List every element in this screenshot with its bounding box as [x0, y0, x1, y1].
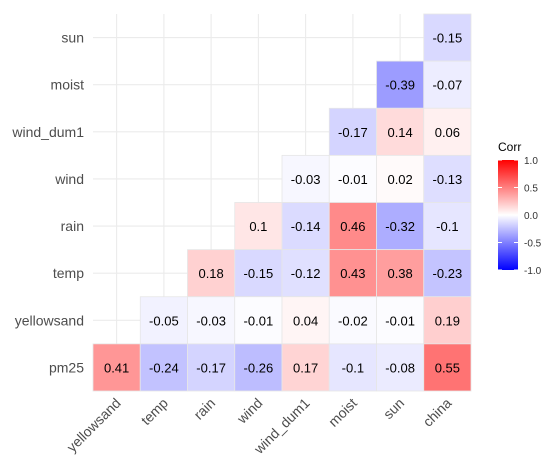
value-label-pm25-sun: -0.08 — [385, 360, 415, 375]
y-tick-pm25: pm25 — [49, 359, 84, 375]
value-label-pm25-moist: -0.1 — [342, 360, 364, 375]
tile-rain-china — [423, 202, 472, 251]
x-tick-temp: temp — [138, 395, 171, 428]
value-label-temp-wind_dum1: -0.12 — [291, 266, 321, 281]
legend-tick-label: -0.5 — [524, 239, 542, 250]
value-label-temp-wind: -0.15 — [244, 266, 274, 281]
value-label-moist-sun: -0.39 — [385, 78, 415, 93]
tile-temp-sun — [376, 249, 425, 298]
value-label-rain-wind_dum1: -0.14 — [291, 219, 321, 234]
tile-pm25-wind — [234, 343, 283, 392]
value-label-pm25-wind: -0.26 — [244, 360, 274, 375]
value-label-pm25-yellowsand: 0.41 — [104, 360, 129, 375]
legend: Corr 1.0 0.5 0.0 -0.5 -1.0 — [498, 140, 542, 277]
tile-rain-wind_dum1 — [281, 202, 330, 251]
tile-temp-rain — [187, 249, 236, 298]
value-label-pm25-temp: -0.24 — [149, 360, 179, 375]
value-label-sun-china: -0.15 — [433, 31, 463, 46]
x-tick-yellowsand: yellowsand — [63, 395, 123, 455]
legend-colorbar — [498, 160, 518, 270]
x-tick-moist: moist — [325, 395, 360, 430]
value-label-yellowsand-sun: -0.01 — [385, 313, 415, 328]
value-label-wind_dum1-moist: -0.17 — [338, 125, 368, 140]
value-label-wind-china: -0.13 — [433, 172, 463, 187]
tile-yellowsand-moist — [328, 296, 377, 345]
value-label-wind_dum1-china: 0.06 — [435, 125, 460, 140]
tile-pm25-moist — [328, 343, 377, 392]
value-label-temp-sun: 0.38 — [387, 266, 412, 281]
value-label-yellowsand-temp: -0.05 — [149, 313, 179, 328]
x-tick-rain: rain — [190, 395, 218, 423]
legend-tick-label: 0.0 — [524, 211, 538, 222]
tile-wind-sun — [376, 154, 425, 203]
value-label-wind-moist: -0.01 — [338, 172, 368, 187]
value-label-pm25-china: 0.55 — [435, 360, 460, 375]
y-tick-yellowsand: yellowsand — [15, 312, 84, 328]
x-tick-wind: wind — [233, 395, 265, 427]
value-label-temp-moist: 0.43 — [340, 266, 365, 281]
value-label-yellowsand-wind_dum1: 0.04 — [293, 313, 318, 328]
value-label-wind-sun: 0.02 — [387, 172, 412, 187]
x-tick-china: china — [420, 395, 455, 430]
value-label-pm25-wind_dum1: 0.17 — [293, 360, 318, 375]
tile-temp-wind_dum1 — [281, 249, 330, 298]
tile-yellowsand-temp — [139, 296, 188, 345]
tile-yellowsand-china — [423, 296, 472, 345]
tile-yellowsand-sun — [376, 296, 425, 345]
y-tick-moist: moist — [51, 77, 85, 93]
value-label-wind-wind_dum1: -0.03 — [291, 172, 321, 187]
value-label-wind_dum1-sun: 0.14 — [387, 125, 412, 140]
value-label-rain-china: -0.1 — [436, 219, 458, 234]
y-tick-wind_dum1: wind_dum1 — [11, 124, 84, 140]
legend-title: Corr — [498, 140, 521, 154]
tile-wind_dum1-sun — [376, 107, 425, 156]
tile-temp-moist — [328, 249, 377, 298]
value-label-rain-wind: 0.1 — [249, 219, 267, 234]
tile-wind-china — [423, 154, 472, 203]
tile-wind-wind_dum1 — [281, 154, 330, 203]
value-label-yellowsand-china: 0.19 — [435, 313, 460, 328]
y-tick-sun: sun — [61, 30, 84, 46]
tile-pm25-china — [423, 343, 472, 392]
y-tick-wind: wind — [54, 171, 84, 187]
tile-temp-wind — [234, 249, 283, 298]
tile-rain-wind — [234, 202, 283, 251]
value-label-rain-moist: 0.46 — [340, 219, 365, 234]
legend-tick-label: -1.0 — [524, 266, 542, 277]
y-tick-rain: rain — [61, 218, 84, 234]
value-label-temp-china: -0.23 — [433, 266, 463, 281]
legend-tick-label: 1.0 — [524, 156, 538, 167]
legend-tick-label: 0.5 — [524, 184, 538, 195]
value-label-temp-rain: 0.18 — [198, 266, 223, 281]
value-label-pm25-rain: -0.17 — [196, 360, 226, 375]
tile-yellowsand-rain — [187, 296, 236, 345]
value-label-yellowsand-wind: -0.01 — [244, 313, 274, 328]
tile-rain-sun — [376, 202, 425, 251]
tiles — [92, 13, 472, 392]
y-tick-temp: temp — [53, 265, 84, 281]
value-label-rain-sun: -0.32 — [385, 219, 415, 234]
value-label-yellowsand-rain: -0.03 — [196, 313, 226, 328]
cell-labels: -0.15 -0.39 -0.07 -0.17 0.14 0.06 -0.03 -0.01 0.… — [104, 31, 462, 376]
x-tick-sun: sun — [380, 395, 407, 422]
tile-pm25-sun — [376, 343, 425, 392]
tile-pm25-temp — [139, 343, 188, 392]
tile-rain-moist — [328, 202, 377, 251]
value-label-moist-china: -0.07 — [433, 78, 463, 93]
value-label-yellowsand-moist: -0.02 — [338, 313, 368, 328]
tile-wind_dum1-china — [423, 107, 472, 156]
tile-temp-china — [423, 249, 472, 298]
